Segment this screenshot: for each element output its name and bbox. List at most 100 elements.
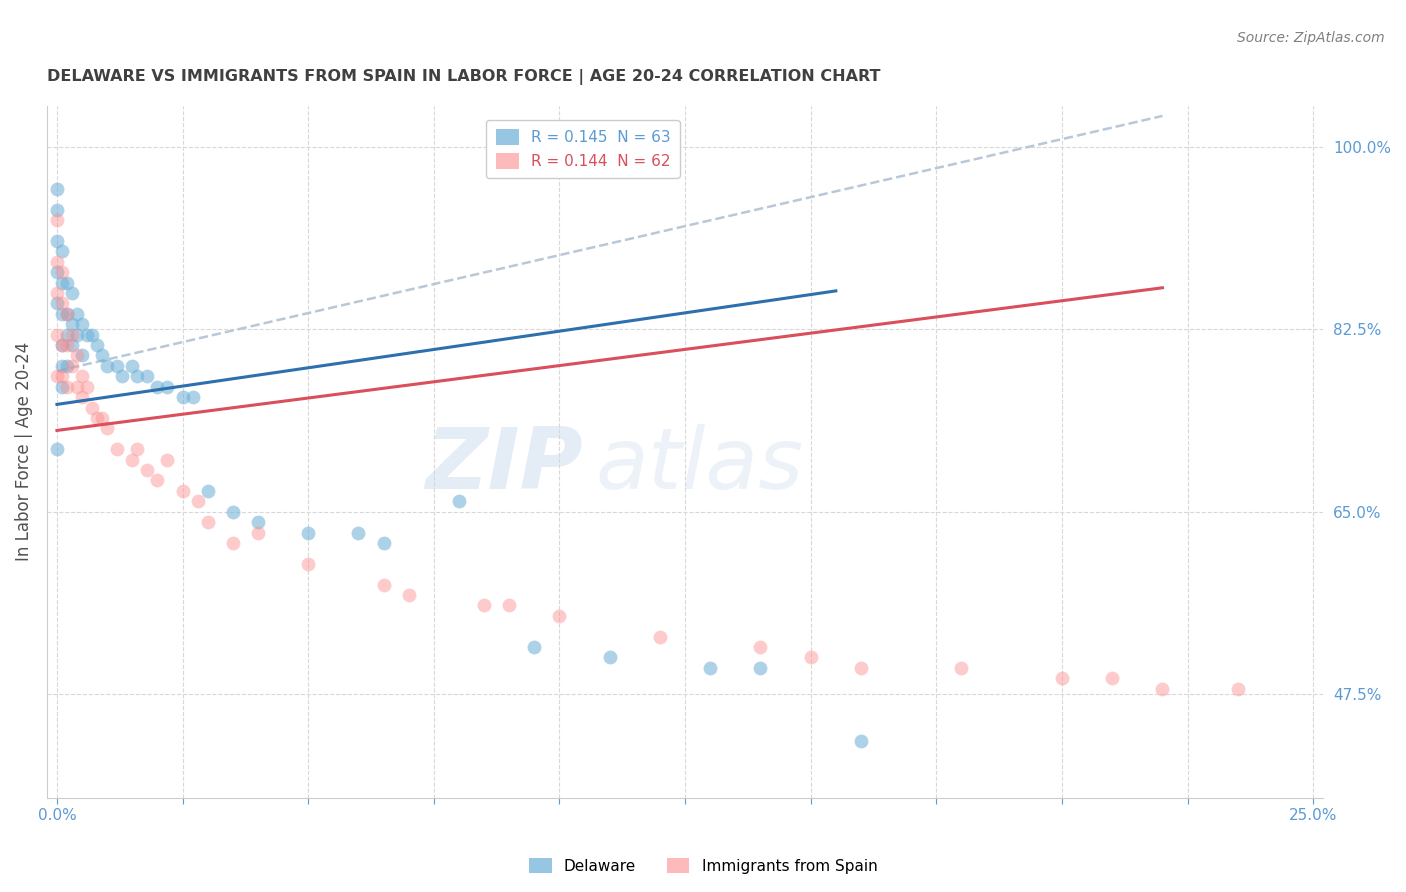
Point [749,640,772,654]
Point [60,317,83,331]
Point [66,327,89,342]
Point [51,338,73,352]
Point [849,733,872,747]
Point [222,505,245,519]
Point [599,650,621,665]
Point [45,442,67,457]
Point [136,463,159,477]
Point [347,525,370,540]
Point [91,348,114,362]
Y-axis label: In Labor Force | Age 20-24: In Labor Force | Age 20-24 [15,343,32,561]
Point [66,380,89,394]
Point [70,348,93,362]
Point [51,276,73,290]
Point [105,359,128,373]
Point [246,525,269,540]
Point [156,380,179,394]
Point [76,380,98,394]
Point [1050,671,1073,685]
Point [45,202,67,217]
Legend: R = 0.145  N = 63, R = 0.144  N = 62: R = 0.145 N = 63, R = 0.144 N = 62 [486,120,679,178]
Point [56,338,79,352]
Point [66,348,89,362]
Point [127,442,149,457]
Point [60,285,83,300]
Point [60,338,83,352]
Point [800,650,823,665]
Point [121,359,143,373]
Point [66,307,89,321]
Point [51,380,73,394]
Point [498,599,520,613]
Point [172,390,194,404]
Point [51,244,73,259]
Point [373,536,395,550]
Point [146,474,169,488]
Point [297,525,319,540]
Point [70,317,93,331]
Point [127,369,149,384]
Point [172,483,194,498]
Text: atlas: atlas [596,424,804,508]
Point [45,285,67,300]
Point [51,359,73,373]
Point [86,338,108,352]
Point [246,515,269,529]
Point [523,640,546,654]
Point [373,577,395,591]
Point [472,599,495,613]
Point [950,661,973,675]
Point [45,182,67,196]
Point [297,557,319,571]
Point [105,442,128,457]
Point [56,307,79,321]
Point [56,276,79,290]
Point [1101,671,1123,685]
Point [136,369,159,384]
Point [56,327,79,342]
Point [60,327,83,342]
Point [56,359,79,373]
Text: Source: ZipAtlas.com: Source: ZipAtlas.com [1237,31,1385,45]
Point [51,369,73,384]
Point [96,421,118,435]
Point [111,369,134,384]
Point [398,588,420,602]
Point [45,265,67,279]
Point [146,380,169,394]
Point [76,327,98,342]
Point [1226,681,1249,696]
Point [82,401,104,415]
Point [849,661,872,675]
Point [699,661,721,675]
Point [45,296,67,310]
Point [51,265,73,279]
Point [45,213,67,227]
Point [187,494,209,508]
Point [82,327,104,342]
Point [96,359,118,373]
Point [70,369,93,384]
Point [86,411,108,425]
Legend: Delaware, Immigrants from Spain: Delaware, Immigrants from Spain [523,852,883,880]
Point [222,536,245,550]
Point [56,307,79,321]
Point [121,452,143,467]
Point [447,494,470,508]
Point [648,630,671,644]
Point [51,338,73,352]
Point [749,661,772,675]
Point [70,390,93,404]
Point [60,359,83,373]
Point [197,483,219,498]
Point [156,452,179,467]
Point [56,380,79,394]
Point [45,234,67,248]
Point [91,411,114,425]
Text: ZIP: ZIP [426,424,583,508]
Text: DELAWARE VS IMMIGRANTS FROM SPAIN IN LABOR FORCE | AGE 20-24 CORRELATION CHART: DELAWARE VS IMMIGRANTS FROM SPAIN IN LAB… [46,69,880,85]
Point [197,515,219,529]
Point [45,369,67,384]
Point [45,327,67,342]
Point [45,254,67,268]
